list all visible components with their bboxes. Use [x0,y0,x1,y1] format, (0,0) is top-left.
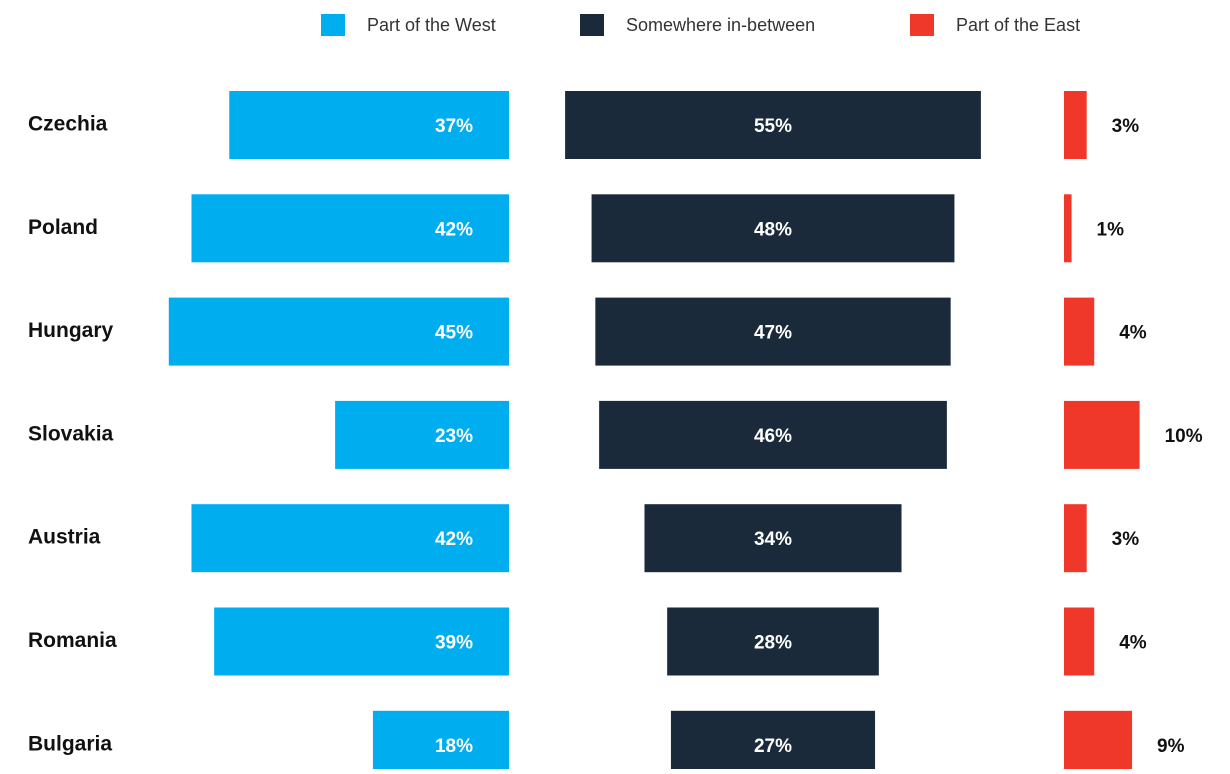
bar [1064,194,1072,263]
value-label: 23% [435,426,473,447]
value-label: 3% [1112,529,1140,550]
value-label: 39% [435,633,473,654]
bar [670,710,876,774]
value-label: 37% [435,116,473,137]
value-label: 28% [754,633,792,654]
bar [1064,710,1133,774]
bar [229,91,509,159]
category-label: Poland [28,216,98,239]
bar [595,297,951,366]
bar [1064,400,1140,469]
category-label: Hungary [28,319,114,342]
bar [591,194,955,263]
value-label: 4% [1119,323,1147,344]
bar [168,297,510,366]
value-label: 45% [435,323,473,344]
bar [565,91,981,159]
category-label: Czechia [28,113,108,136]
value-label: 18% [435,736,473,757]
value-label: 42% [435,529,473,550]
bar [1064,297,1095,366]
value-label: 3% [1112,116,1140,137]
bar [214,607,509,676]
bar [1064,91,1087,159]
bar [191,504,510,573]
bar [335,400,509,469]
value-label: 1% [1097,219,1125,240]
value-label: 42% [435,219,473,240]
legend-swatch [910,14,934,36]
category-label: Slovakia [28,422,114,445]
value-label: 10% [1165,426,1203,447]
bar [1064,607,1095,676]
value-label: 27% [754,736,792,757]
value-label: 4% [1119,633,1147,654]
bar [191,194,510,263]
bar [599,400,947,469]
bar [372,710,509,774]
value-label: 34% [754,529,792,550]
legend-label: Somewhere in-between [626,15,815,35]
bar [667,607,879,676]
category-label: Romania [28,629,117,652]
legend-swatch [580,14,604,36]
bar [644,504,902,573]
value-label: 47% [754,323,792,344]
value-label: 48% [754,219,792,240]
legend-label: Part of the West [367,15,496,35]
category-label: Austria [28,526,101,549]
value-label: 9% [1157,736,1185,757]
legend-swatch [321,14,345,36]
category-label: Bulgaria [28,732,112,755]
value-label: 46% [754,426,792,447]
value-label: 55% [754,116,792,137]
bar [1064,504,1087,573]
legend-label: Part of the East [956,15,1080,35]
